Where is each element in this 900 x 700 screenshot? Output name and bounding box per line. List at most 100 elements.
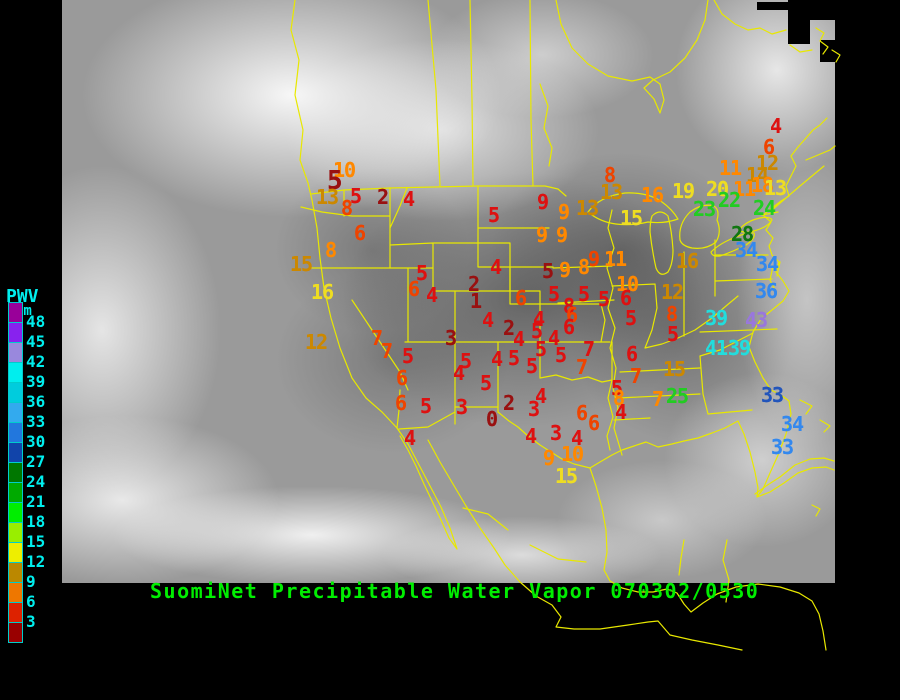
- station-value: 10: [333, 158, 356, 182]
- station-value: 5: [416, 261, 428, 285]
- station-value: 20: [706, 177, 729, 201]
- station-value: 10: [616, 272, 639, 296]
- station-value: 3: [456, 395, 468, 419]
- satellite-image: [62, 0, 835, 583]
- swath-notch: [788, 0, 835, 20]
- station-value: 6: [588, 411, 600, 435]
- station-value: 5: [402, 344, 414, 368]
- station-value: 18: [751, 173, 774, 197]
- station-value: 14: [746, 163, 769, 187]
- station-value: 23: [693, 197, 716, 221]
- legend-swatch: [8, 322, 23, 343]
- station-value: 5: [526, 354, 538, 378]
- station-value: 5: [327, 166, 343, 196]
- swath-notch: [788, 20, 810, 44]
- station-value: 15: [620, 206, 643, 230]
- legend-swatch: [8, 362, 23, 383]
- station-value: 13: [316, 185, 339, 209]
- station-value: 5: [555, 343, 567, 367]
- station-value: 6: [563, 315, 575, 339]
- station-value: 19: [672, 179, 695, 203]
- station-value: 3: [550, 421, 562, 445]
- station-value: 5: [535, 337, 547, 361]
- legend-label: 12: [26, 552, 46, 571]
- legend-swatch: [8, 602, 23, 623]
- station-value: 39: [705, 306, 728, 330]
- station-value: 11: [719, 156, 742, 180]
- station-value: 41: [705, 336, 728, 360]
- station-value: 3: [528, 397, 540, 421]
- station-value: 9: [588, 247, 600, 271]
- station-value: 15: [290, 252, 313, 276]
- legend-label: 21: [26, 492, 46, 511]
- station-value: 13: [764, 176, 787, 200]
- station-value: 5: [578, 282, 590, 306]
- legend-swatch: [8, 562, 23, 583]
- swath-notch: [820, 40, 835, 62]
- station-value: 6: [763, 135, 775, 159]
- station-value: 6: [408, 277, 420, 301]
- station-value: 34: [735, 238, 758, 262]
- legend-label: 27: [26, 452, 46, 471]
- legend-label: 33: [26, 412, 46, 431]
- station-value: 7: [583, 337, 595, 361]
- station-value: 22: [718, 188, 741, 212]
- station-value: 15: [555, 464, 578, 488]
- legend-swatch: [8, 582, 23, 603]
- station-value: 8: [578, 255, 590, 279]
- station-value: 9: [558, 200, 570, 224]
- legend-label: 24: [26, 472, 46, 491]
- image-title: SuomiNet Precipitable Water Vapor 070302…: [150, 579, 760, 603]
- station-value: 4: [482, 308, 494, 332]
- station-value: 33: [761, 383, 784, 407]
- station-value: 36: [755, 279, 778, 303]
- legend-label: 9: [26, 572, 36, 591]
- station-value: 5: [542, 259, 554, 283]
- legend-label: 36: [26, 392, 46, 411]
- station-value: 8: [341, 196, 353, 220]
- station-value: 2: [377, 185, 389, 209]
- station-value: 5: [460, 349, 472, 373]
- legend-swatch: [8, 402, 23, 423]
- station-value: 8: [666, 302, 678, 326]
- legend-label: 39: [26, 372, 46, 391]
- station-value: 4: [513, 327, 525, 351]
- station-value: 5: [625, 306, 637, 330]
- station-value: 6: [620, 286, 632, 310]
- station-value: 4: [426, 283, 438, 307]
- station-value: 7: [381, 339, 393, 363]
- legend-swatch: [8, 342, 23, 363]
- station-value: 15: [663, 357, 686, 381]
- legend-swatch: [8, 482, 23, 503]
- station-value: 13: [576, 196, 599, 220]
- legend-swatch: [8, 622, 23, 643]
- station-value: 5: [350, 184, 362, 208]
- station-value: 6: [396, 366, 408, 390]
- station-value: 7: [652, 387, 664, 411]
- station-value: 4: [453, 361, 465, 385]
- station-value: 4: [571, 426, 583, 450]
- station-value: 4: [490, 255, 502, 279]
- station-value: 5: [508, 346, 520, 370]
- station-value: 4: [404, 426, 416, 450]
- station-value: 2: [503, 316, 515, 340]
- legend-label: 30: [26, 432, 46, 451]
- legend-label: 42: [26, 352, 46, 371]
- swath-notch: [757, 2, 788, 10]
- station-value: 5: [598, 287, 610, 311]
- legend-swatch: [8, 382, 23, 403]
- station-value: 9: [556, 223, 568, 247]
- station-value: 12: [305, 330, 328, 354]
- station-value: 6: [354, 221, 366, 245]
- station-value: 9: [543, 446, 555, 470]
- station-value: 6: [566, 303, 578, 327]
- station-value: 24: [753, 196, 776, 220]
- station-value: 5: [480, 371, 492, 395]
- legend-swatch: [8, 422, 23, 443]
- legend-label: 3: [26, 612, 36, 631]
- station-value: 8: [604, 163, 616, 187]
- legend-label: 48: [26, 312, 46, 331]
- station-value: 16: [676, 249, 699, 273]
- legend-swatch: [8, 522, 23, 543]
